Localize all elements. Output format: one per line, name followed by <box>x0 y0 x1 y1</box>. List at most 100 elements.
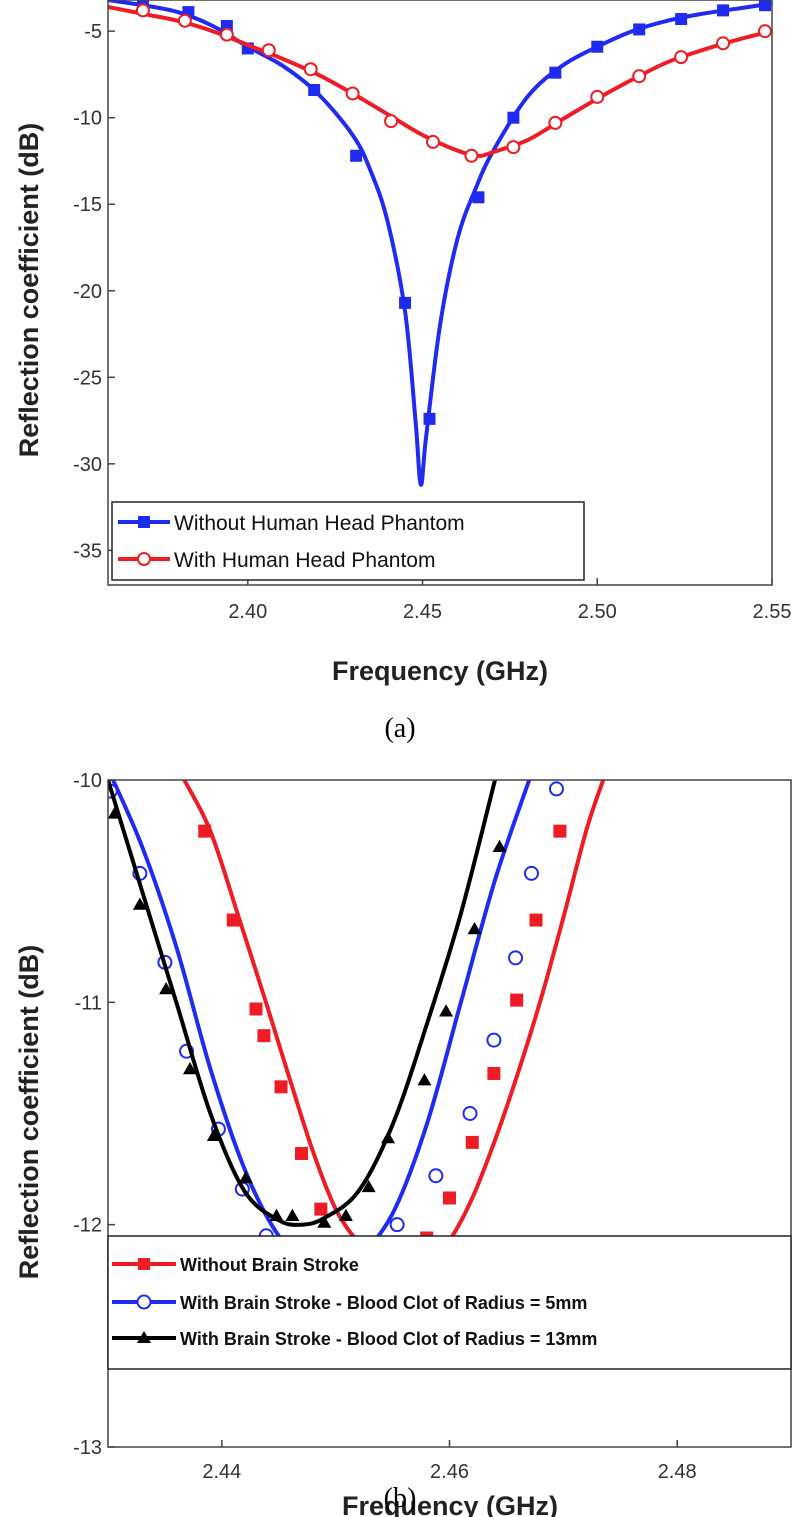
panel-b-ytick-label: -10 <box>73 770 102 792</box>
data-point <box>314 1202 328 1216</box>
data-point <box>674 50 689 65</box>
legend-b-label-without-stroke: Without Brain Stroke <box>180 1255 359 1275</box>
panel-a-caption: (a) <box>384 713 415 744</box>
panel-a-xtick-label: 2.50 <box>578 601 617 623</box>
data-point <box>417 1073 432 1086</box>
panel-a-series-0 <box>108 0 772 487</box>
panel-b-xtick-label: 2.44 <box>202 1461 241 1483</box>
panel-a-legend: Without Human Head Phantom With Human He… <box>111 501 585 581</box>
data-point <box>384 114 399 129</box>
data-point <box>317 1215 332 1228</box>
data-point <box>529 913 543 927</box>
data-point <box>261 43 276 58</box>
legend-b-marker-13mm <box>137 1331 151 1343</box>
data-point <box>108 806 122 819</box>
panel-b-series-line <box>108 780 497 1227</box>
panel-b-legend-box <box>107 1235 792 1370</box>
panel-a-ytick-label: -25 <box>73 367 102 389</box>
data-point <box>177 13 192 28</box>
panel-a-plot-area <box>108 0 772 487</box>
panel-a-frame <box>107 0 773 586</box>
data-point <box>486 1032 502 1048</box>
panel-a-y-axis-title: Reflection coefficient (dB) <box>14 123 44 458</box>
data-point <box>426 134 441 149</box>
data-point <box>389 1217 405 1233</box>
data-point <box>132 897 147 910</box>
panel-a-ytick-label: -15 <box>73 194 102 216</box>
data-point <box>633 23 646 36</box>
data-point <box>492 839 507 852</box>
data-point <box>361 1179 376 1193</box>
data-point <box>523 865 539 881</box>
data-point <box>350 149 363 162</box>
legend-a-label-with-phantom: With Human Head Phantom <box>174 549 435 572</box>
data-point <box>758 24 772 39</box>
legend-b-label-13mm: With Brain Stroke - Blood Clot of Radius… <box>180 1329 597 1349</box>
data-point <box>257 1029 271 1043</box>
panel-a-x-tick-labels: 2.40 2.45 2.50 2.55 <box>228 601 791 623</box>
panel-a-xtick-label: 2.45 <box>403 601 442 623</box>
data-point <box>487 1066 501 1080</box>
data-point <box>443 1191 456 1205</box>
panel-b-xtick-label: 2.48 <box>658 1461 697 1483</box>
panel-b-frame <box>107 779 792 1448</box>
panel-a-x-axis-title: Frequency (GHz) <box>332 656 548 686</box>
data-point <box>295 1147 309 1161</box>
panel-a-ytick-label: -35 <box>73 540 102 562</box>
data-point <box>508 950 524 966</box>
data-point <box>548 115 563 130</box>
data-point <box>238 1170 253 1184</box>
data-point <box>381 1130 396 1144</box>
data-point <box>675 13 688 26</box>
data-point <box>464 148 479 163</box>
legend-a-label-without-phantom: Without Human Head Phantom <box>174 512 465 535</box>
data-point <box>549 66 562 79</box>
panel-b-caption: (b) <box>384 1483 417 1514</box>
legend-b-label-5mm: With Brain Stroke - Blood Clot of Radius… <box>180 1293 587 1313</box>
panel-b-y-axis-title: Reflection coefficient (dB) <box>14 945 44 1280</box>
panel-a: -5 -10 -15 -20 -25 -30 -35 2.40 2.45 2.50 2.55 Fr… <box>14 0 791 744</box>
panel-b-series-2 <box>108 780 507 1228</box>
data-point <box>249 1002 263 1016</box>
data-point <box>269 1208 284 1222</box>
panel-a-legend-box <box>111 501 585 581</box>
data-point <box>428 1168 444 1184</box>
panel-b-x-axis-title: Frequency (GHz) <box>342 1491 558 1517</box>
panel-a-ytick-label: -30 <box>73 454 102 476</box>
data-point <box>510 993 524 1007</box>
data-point <box>553 824 567 838</box>
legend-b-marker-5mm <box>136 1294 152 1310</box>
data-point <box>759 0 772 12</box>
data-point <box>159 981 174 995</box>
data-point <box>219 27 234 42</box>
data-point <box>507 111 520 124</box>
panel-b-legend: Without Brain Stroke With Brain Stroke -… <box>107 1235 792 1370</box>
data-point <box>399 296 412 309</box>
panel-b: -10 -11 -12 -13 2.44 2.46 2.48 Frequency (GHz… <box>14 770 792 1517</box>
panel-a-xtick-label: 2.40 <box>228 601 267 623</box>
panel-a-ytick-label: -10 <box>73 108 102 130</box>
panel-a-xtick-label: 2.55 <box>753 601 792 623</box>
panel-b-series-line <box>110 780 532 1274</box>
data-point <box>308 84 321 96</box>
legend-b-marker-without-stroke <box>138 1258 150 1270</box>
panel-b-y-tick-labels: -10 -11 -12 -13 <box>73 770 102 1459</box>
data-point <box>549 781 565 797</box>
data-point <box>338 1208 353 1222</box>
data-point <box>591 40 604 53</box>
data-point <box>345 86 360 101</box>
data-point <box>467 921 482 935</box>
panel-b-ytick-label: -11 <box>75 992 102 1014</box>
data-point <box>465 1135 479 1149</box>
panel-a-series-line <box>108 4 772 158</box>
data-point <box>274 1080 288 1094</box>
data-point <box>135 3 150 18</box>
data-point <box>472 191 485 204</box>
data-point <box>717 4 730 17</box>
data-point <box>182 1062 197 1075</box>
data-point <box>590 89 605 104</box>
data-point <box>632 69 647 84</box>
data-point <box>303 62 318 77</box>
data-point <box>206 1128 221 1141</box>
